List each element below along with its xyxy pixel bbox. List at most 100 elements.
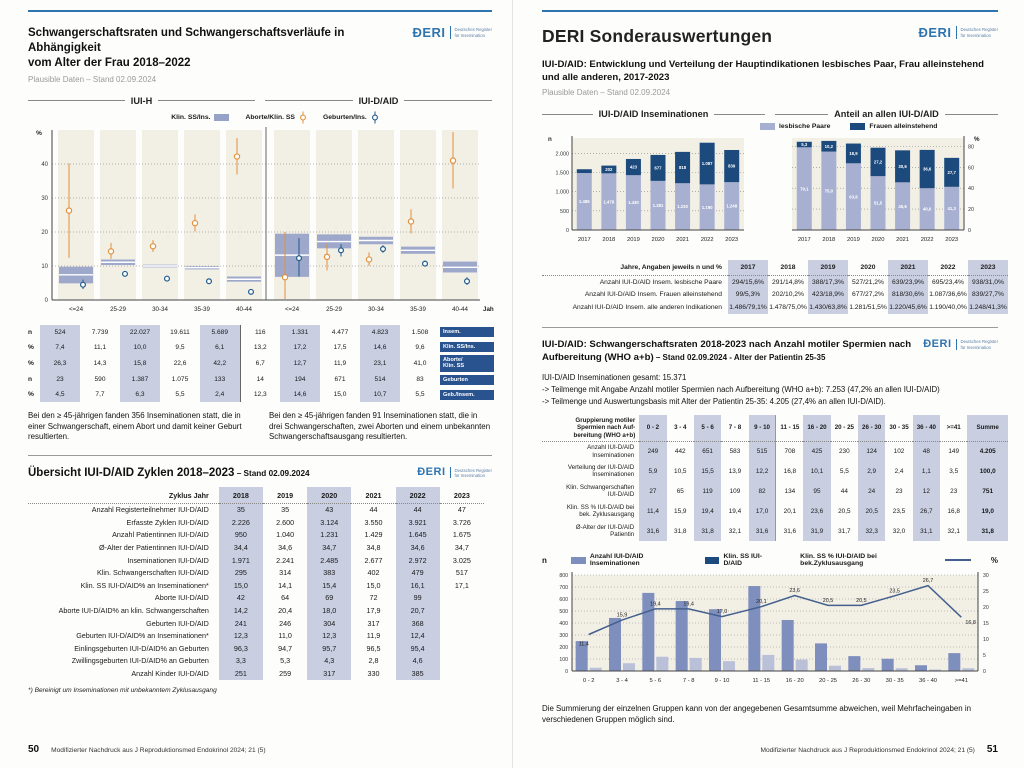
stack-segment-top bbox=[650, 155, 666, 182]
cell: 20,5 bbox=[858, 501, 886, 522]
cell: 1.331 bbox=[280, 324, 320, 340]
row-label: Klin. Schwangerschaften IUI-D/AID bbox=[96, 568, 209, 578]
stack-segment-bottom bbox=[601, 173, 617, 231]
geburten-marker bbox=[296, 254, 303, 261]
cell: 291/14,8% bbox=[772, 278, 804, 286]
cell: 44 bbox=[369, 505, 378, 515]
bar-swatch-icon bbox=[570, 556, 586, 564]
note-iuih: Bei den ≥ 45-jährigen fanden 356 Insemin… bbox=[28, 411, 242, 441]
cell: 677/27,2% bbox=[852, 291, 884, 299]
aborte-marker bbox=[281, 273, 289, 281]
x-tick-label: <=24 bbox=[285, 306, 300, 313]
klin-ss-bar bbox=[589, 668, 602, 672]
cell: 48 bbox=[912, 441, 941, 462]
cell: 23 bbox=[895, 487, 903, 495]
left-tick-label: 500 bbox=[559, 609, 568, 615]
logo-tagline-1: Deutsches Register bbox=[960, 339, 999, 345]
y-tick-label: 40 bbox=[41, 162, 48, 168]
line-value-label: 19,4 bbox=[650, 602, 661, 608]
chart-notes: Bei den ≥ 45-jährigen fanden 356 Insemin… bbox=[28, 411, 492, 442]
column-header: 26 - 30 bbox=[858, 415, 886, 442]
row-label: Anzahl Kinder IUI-D/AID bbox=[131, 668, 209, 678]
segment-value: 1.087 bbox=[702, 161, 713, 166]
cell: 17,0 bbox=[748, 501, 776, 522]
zyklen-title-text: Übersicht IUI-D/AID Zyklen 2018–2023 bbox=[28, 467, 235, 480]
insem-bar bbox=[815, 643, 827, 672]
cell: 14,3 bbox=[93, 359, 107, 367]
column-header: 11 - 15 bbox=[775, 415, 804, 442]
cell: 15,8 bbox=[120, 354, 160, 373]
cell: 35 bbox=[218, 503, 264, 516]
cell: 19,4 bbox=[728, 507, 742, 515]
cell: 423/18,9% bbox=[808, 288, 848, 302]
cell: 246 bbox=[279, 618, 292, 628]
x-tick-label: 2018 bbox=[822, 237, 835, 243]
cell: 31,7 bbox=[838, 527, 851, 535]
line-value-label: 23,5 bbox=[889, 589, 900, 595]
panel-head-iuid: IUI-D/AID bbox=[265, 96, 492, 106]
row-type: % bbox=[28, 391, 34, 399]
right-tick-label: 0 bbox=[983, 669, 986, 675]
cell: 16,1 bbox=[395, 578, 440, 592]
cell: 15,0 bbox=[218, 578, 264, 592]
cell: 671 bbox=[334, 376, 346, 384]
segment-value: 30,6 bbox=[898, 164, 907, 169]
cell: 950 bbox=[218, 528, 264, 542]
cell: 524 bbox=[40, 324, 80, 340]
table-row: % 26,3 14,3 15,8 22,6 42,2 6,7 12,7 11,9 23,1 41,0… bbox=[28, 354, 494, 373]
stack-segment-top bbox=[601, 165, 617, 174]
x-tick-label: 2022 bbox=[701, 237, 714, 243]
column-header: Zyklus Jahr bbox=[28, 487, 219, 504]
x-tick-label: 2022 bbox=[921, 237, 934, 243]
cell bbox=[440, 592, 484, 605]
cell: 124 bbox=[858, 441, 886, 462]
left-tick-label: 200 bbox=[559, 645, 568, 651]
cell: 15,4 bbox=[307, 578, 352, 592]
zyklen-section-header: Übersicht IUI-D/AID Zyklen 2018–2023 – S… bbox=[28, 467, 492, 480]
cell: 11,0 bbox=[278, 631, 292, 641]
cell: 304 bbox=[307, 616, 352, 630]
cell: 751 bbox=[967, 481, 1008, 502]
y-tick-label: 0 bbox=[45, 298, 49, 304]
page-top-rule bbox=[542, 10, 998, 12]
cell: 32,0 bbox=[892, 527, 906, 535]
segment-value: 1.430 bbox=[628, 201, 639, 206]
column-header: 2018 bbox=[768, 260, 808, 276]
row-label: Anzahl IUI-D/AID Insem. lesbische Paare bbox=[599, 278, 722, 286]
stack-segment-bottom bbox=[675, 183, 691, 231]
cell bbox=[440, 617, 484, 630]
cell: 23,6 bbox=[803, 501, 831, 522]
cell: 708 bbox=[775, 441, 804, 462]
row-label: Geburten IUI-D/AID% an Inseminationen* bbox=[76, 631, 209, 641]
sperm-section-header: IUI-D/AID: Schwangerschaftsraten 2018-20… bbox=[542, 339, 998, 365]
cell: 20,5 bbox=[838, 507, 851, 515]
y-tick-label: 0 bbox=[566, 228, 569, 234]
y-tick-label: 10 bbox=[41, 264, 48, 270]
cell: 31,6 bbox=[748, 521, 776, 542]
cell: 95,4 bbox=[395, 641, 440, 655]
cell: 24 bbox=[858, 481, 886, 502]
cell: 1.645 bbox=[395, 528, 440, 542]
segment-value: 423 bbox=[630, 165, 638, 170]
cell: 31,9 bbox=[803, 521, 831, 542]
right-footer: Modifizierter Nachdruck aus J Reprodukti… bbox=[542, 744, 998, 755]
column-header: 2021 bbox=[888, 260, 928, 276]
geburten-marker bbox=[206, 278, 213, 285]
x-tick-label: 2018 bbox=[602, 237, 615, 243]
x-tick-label: 11 - 15 bbox=[753, 678, 771, 684]
cell: 4.823 bbox=[360, 324, 400, 340]
stack-segment-top bbox=[699, 143, 715, 185]
x-tick-label: 2019 bbox=[627, 237, 640, 243]
stack-segment-bottom bbox=[576, 173, 592, 231]
bar-swatch-icon bbox=[760, 123, 775, 131]
stack-segment-top bbox=[675, 152, 691, 184]
cell: 96,3 bbox=[218, 641, 264, 655]
cell: 31,1 bbox=[912, 521, 941, 542]
cell: 95,7 bbox=[307, 641, 352, 655]
row-label: Aborte/ Klin. SS bbox=[440, 355, 494, 372]
cell: 442 bbox=[674, 447, 686, 455]
y-tick-label: 40 bbox=[968, 186, 974, 192]
corner-header: Gruppierung motiler Spermien nach Auf- b… bbox=[542, 415, 640, 442]
insem-bar bbox=[915, 665, 927, 672]
